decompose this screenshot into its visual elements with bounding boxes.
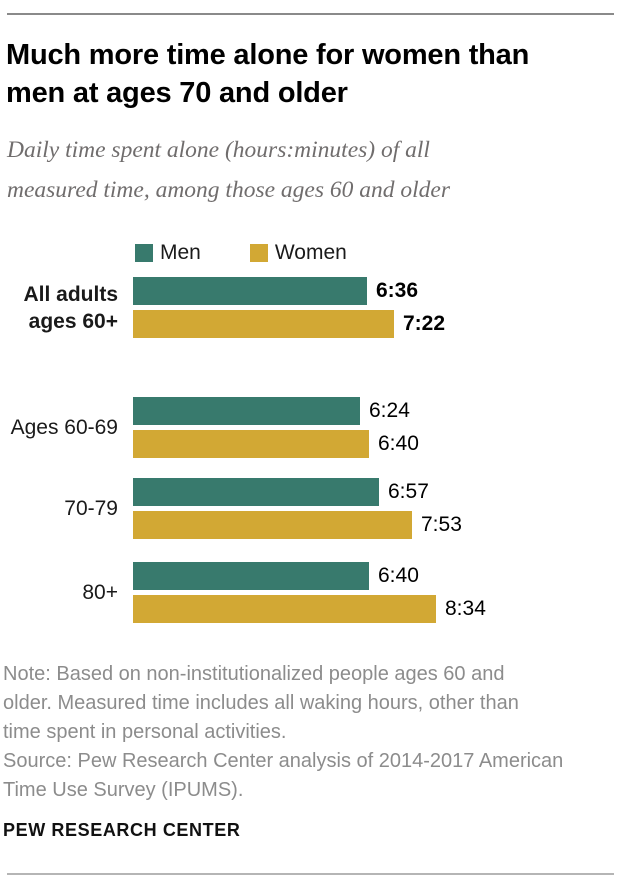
footer-notes: Note: Based on non-institutionalized peo…: [3, 660, 618, 805]
chart-title: Much more time alone for women than men …: [6, 39, 530, 109]
note-text: Note: Based on non-institutionalized peo…: [3, 663, 519, 743]
bar-pair: 6:40 8:34: [133, 562, 486, 623]
bar-women: [133, 595, 436, 623]
chart-subtitle: Daily time spent alone (hours:minutes) o…: [7, 137, 450, 203]
value-label: 6:57: [388, 480, 429, 503]
bar-row: 8:34: [133, 595, 486, 623]
category-label: All adults ages 60+: [23, 282, 118, 333]
chart-group: 70-79 6:57 7:53: [0, 478, 621, 539]
chart-group: All adults ages 60+ 6:36 7:22: [0, 277, 621, 338]
source-text: Source: Pew Research Center analysis of …: [3, 750, 564, 801]
bar-row: 6:24: [133, 397, 419, 425]
category-label: 80+: [82, 581, 118, 604]
bar-row: 7:53: [133, 511, 462, 539]
value-label: 6:40: [378, 564, 419, 587]
legend-item-women: Women: [249, 241, 347, 265]
bar-row: 7:22: [133, 310, 445, 338]
bar-row: 6:40: [133, 430, 419, 458]
value-label: 6:40: [378, 432, 419, 455]
category-label: 70-79: [64, 497, 118, 520]
bottom-divider: [7, 873, 614, 875]
bar-pair: 6:24 6:40: [133, 397, 419, 458]
value-label: 7:53: [421, 513, 462, 536]
bar-men: [133, 478, 379, 506]
value-label: 7:22: [403, 312, 446, 335]
bar-row: 6:36: [133, 277, 445, 305]
legend-label-women: Women: [274, 241, 347, 264]
chart-group: 80+ 6:40 8:34: [0, 562, 621, 623]
chart-group: Ages 60-69 6:24 6:40: [0, 397, 621, 458]
legend-label-men: Men: [160, 241, 201, 264]
category-label: Ages 60-69: [10, 416, 118, 439]
bar-women: [133, 511, 412, 539]
value-label: 6:36: [376, 279, 419, 302]
legend: Men Women: [135, 241, 347, 265]
top-divider: [7, 13, 614, 15]
value-label: 8:34: [445, 597, 486, 620]
bar-men: [133, 277, 367, 305]
bar-pair: 6:36 7:22: [133, 277, 445, 338]
bar-chart: All adults ages 60+ 6:36 7:22 Ages 60-69 6:2…: [0, 277, 621, 623]
women-swatch-icon: [249, 244, 268, 262]
bar-pair: 6:57 7:53: [133, 478, 462, 539]
legend-item-men: Men: [135, 241, 201, 265]
bar-men: [133, 397, 360, 425]
bar-women: [133, 310, 394, 338]
bar-row: 6:57: [133, 478, 462, 506]
pew-research-center-wordmark: PEW RESEARCH CENTER: [3, 820, 241, 840]
bar-row: 6:40: [133, 562, 486, 590]
men-swatch-icon: [135, 244, 153, 262]
bar-men: [133, 562, 369, 590]
value-label: 6:24: [369, 399, 410, 422]
bar-women: [133, 430, 369, 458]
